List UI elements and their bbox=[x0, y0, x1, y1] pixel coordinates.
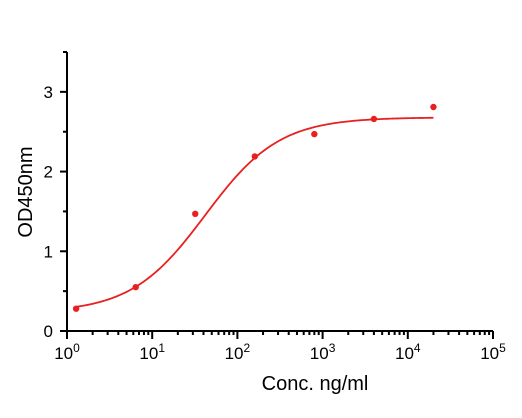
fit-curve bbox=[75, 116, 434, 308]
data-point bbox=[132, 283, 139, 291]
y-tick-label: 1 bbox=[44, 242, 53, 261]
x-tick-label: 104 bbox=[395, 341, 421, 363]
y-tick-label: 3 bbox=[44, 83, 53, 102]
data-point bbox=[72, 305, 80, 312]
axes: 0 1 2 3 100 101 102 103 104 105 bbox=[44, 51, 506, 363]
y-tick-label: 2 bbox=[44, 163, 53, 182]
data-point bbox=[251, 153, 258, 160]
x-tick-label: 100 bbox=[54, 341, 80, 363]
y-axis-title: OD450nm bbox=[15, 146, 37, 237]
chart-marks bbox=[72, 103, 437, 312]
data-point bbox=[311, 130, 318, 138]
y-tick-label: 0 bbox=[44, 322, 53, 341]
x-tick-label: 102 bbox=[225, 341, 251, 363]
x-tick-label: 101 bbox=[139, 341, 165, 363]
data-point bbox=[370, 115, 378, 123]
data-point bbox=[430, 103, 437, 111]
x-tick-label: 103 bbox=[310, 341, 336, 363]
x-axis-title: Conc. ng/ml bbox=[262, 373, 369, 395]
x-tick-label: 105 bbox=[480, 341, 506, 363]
data-point bbox=[192, 210, 199, 218]
